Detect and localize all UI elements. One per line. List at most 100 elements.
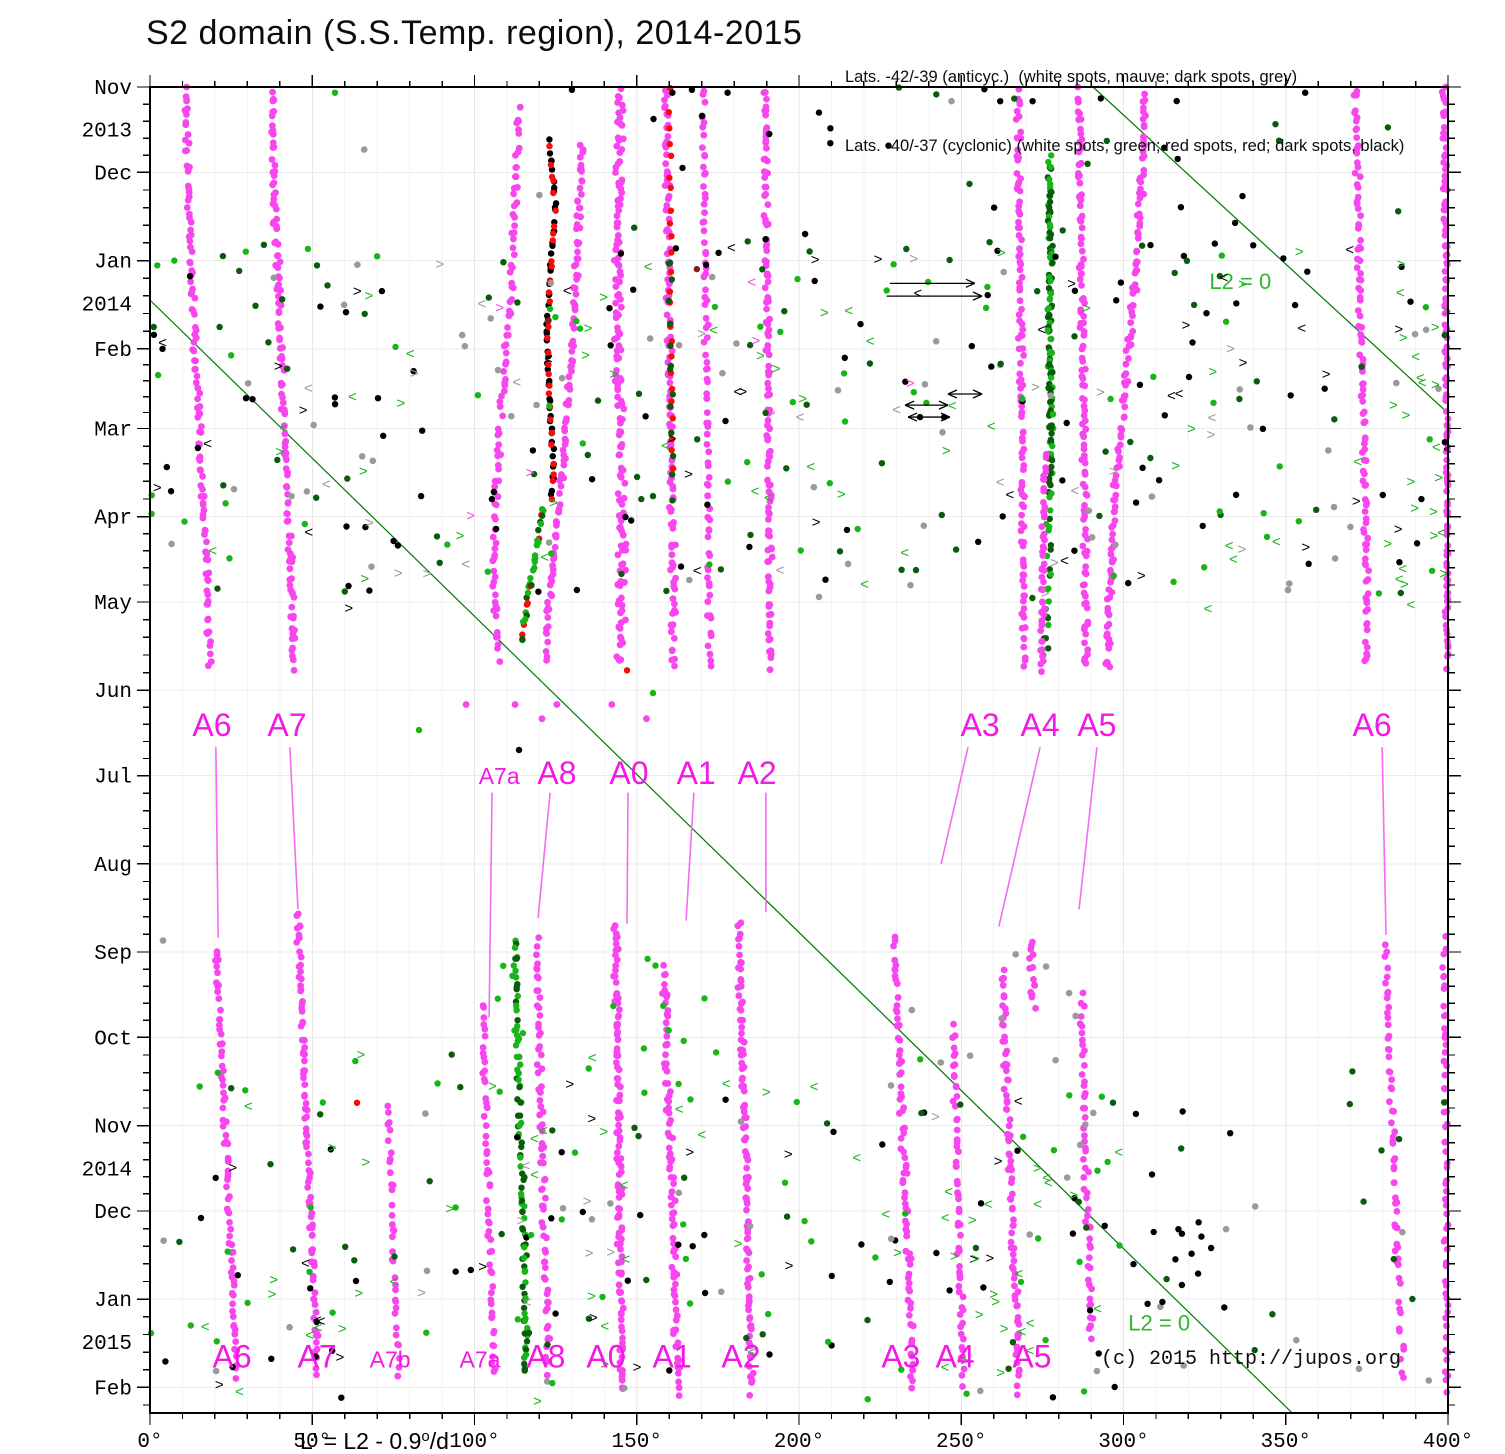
svg-text:>: > [353, 283, 362, 300]
svg-text:<: < [852, 1149, 861, 1166]
svg-text:>: > [585, 1245, 594, 1262]
svg-text:<: < [314, 1320, 323, 1337]
svg-text:<: < [280, 420, 289, 437]
svg-text:>: > [344, 600, 353, 617]
svg-text:>: > [1431, 377, 1440, 394]
svg-text:>: > [767, 405, 776, 422]
svg-text:>: > [600, 1123, 609, 1140]
svg-text:<: < [1037, 321, 1046, 338]
svg-text:<: < [523, 1294, 532, 1311]
svg-text:<: < [1006, 487, 1015, 504]
svg-text:<: < [644, 258, 653, 275]
svg-text:>: > [1067, 275, 1076, 292]
svg-text:>: > [565, 1076, 574, 1093]
svg-text:<: < [941, 1210, 950, 1227]
svg-text:>: > [268, 1286, 277, 1303]
svg-text:<: < [600, 1318, 609, 1335]
svg-text:>: > [1069, 1187, 1078, 1204]
axes: 0° 50° 100° 150° 200° 250° 300° 350° 400° Nov Dec J… [82, 75, 1473, 1454]
svg-text:<: < [892, 402, 901, 419]
svg-text:>: > [609, 366, 618, 383]
svg-text:<: < [1272, 534, 1281, 551]
svg-text:>: > [365, 287, 374, 304]
svg-text:>: > [784, 1146, 793, 1163]
svg-text:>: > [762, 1084, 771, 1101]
svg-text:>: > [478, 1258, 487, 1275]
svg-text:<: < [747, 274, 756, 291]
svg-text:>: > [1442, 303, 1451, 320]
svg-text:<: < [301, 1255, 310, 1272]
svg-text:>: > [906, 375, 915, 392]
svg-text:<: < [461, 556, 470, 573]
svg-text:>: > [991, 1294, 1000, 1311]
svg-text:<: < [1167, 388, 1176, 405]
svg-text:<: < [158, 335, 167, 352]
svg-text:<: < [622, 1251, 631, 1268]
svg-text:>: > [950, 1248, 959, 1265]
month-label: Jul [94, 767, 132, 790]
svg-text:>: > [1397, 256, 1406, 273]
svg-text:>: > [269, 1272, 278, 1289]
svg-text:<: < [304, 380, 313, 397]
svg-text:>: > [1182, 317, 1191, 334]
legend: Lats. -42/-39 (anticyc.) (white spots, m… [845, 20, 1404, 204]
spot-label-a7: A7 [298, 1338, 337, 1374]
svg-text:<: < [1026, 1343, 1035, 1360]
svg-text:>: > [1394, 521, 1403, 538]
svg-text:>: > [1301, 539, 1310, 556]
svg-text:>: > [533, 1393, 542, 1410]
svg-text:>: > [153, 480, 162, 497]
svg-text:>: > [798, 391, 807, 408]
year-label: 2013 [82, 121, 132, 144]
scatter-points [147, 83, 1452, 1403]
svg-text:>: > [445, 1201, 454, 1218]
svg-text:>: > [837, 486, 846, 503]
svg-text:<: < [734, 384, 743, 401]
spot-labels: A6 A7 A7a A8 A0 A1 A2 A3 A4 A5 A6 A6 A7 A7b A7a A8 A0 A1 A… [192, 707, 1391, 1375]
svg-text:>: > [756, 348, 765, 365]
svg-text:>: > [328, 1140, 337, 1157]
svg-text:>: > [960, 1353, 969, 1370]
svg-text:>: > [495, 299, 504, 316]
svg-text:<: < [208, 542, 217, 559]
svg-text:>: > [820, 305, 829, 322]
x-tick-label: 350° [1261, 1431, 1311, 1454]
svg-text:>: > [1439, 566, 1448, 583]
svg-text:>: > [893, 1245, 902, 1262]
svg-text:>: > [1226, 341, 1235, 358]
svg-text:<: < [1353, 453, 1362, 470]
svg-text:<: < [1418, 375, 1427, 392]
svg-text:<: < [866, 333, 875, 350]
svg-text:>: > [1041, 585, 1050, 602]
svg-text:>: > [909, 250, 918, 267]
svg-text:<: < [406, 346, 415, 363]
svg-text:>: > [361, 1154, 370, 1171]
spot-label-a4: A4 [936, 1338, 975, 1374]
svg-text:<: < [709, 322, 718, 339]
svg-text:<: < [806, 458, 815, 475]
svg-text:>: > [581, 347, 590, 364]
svg-text:>: > [685, 1144, 694, 1161]
svg-text:<: < [563, 282, 572, 299]
spot-label-a6: A6 [1352, 707, 1391, 743]
svg-text:<: < [751, 483, 760, 500]
month-label: Mar [94, 419, 132, 442]
svg-text:>: > [410, 365, 419, 382]
svg-text:<: < [1416, 370, 1425, 387]
svg-text:>: > [1399, 330, 1408, 347]
svg-text:<: < [390, 1273, 399, 1290]
month-label: May [94, 593, 132, 616]
svg-text:>: > [423, 565, 432, 582]
svg-text:<: < [304, 524, 313, 541]
svg-text:>: > [417, 1284, 426, 1301]
svg-text:<: < [1220, 270, 1229, 287]
svg-text:<: < [881, 1206, 890, 1223]
svg-text:>: > [584, 320, 593, 337]
x-tick-label: 400° [1423, 1431, 1473, 1454]
spot-label-a7a: A7a [460, 1346, 501, 1372]
svg-text:>: > [1400, 576, 1409, 593]
svg-text:>: > [1352, 493, 1361, 510]
svg-text:<: < [675, 1101, 684, 1118]
